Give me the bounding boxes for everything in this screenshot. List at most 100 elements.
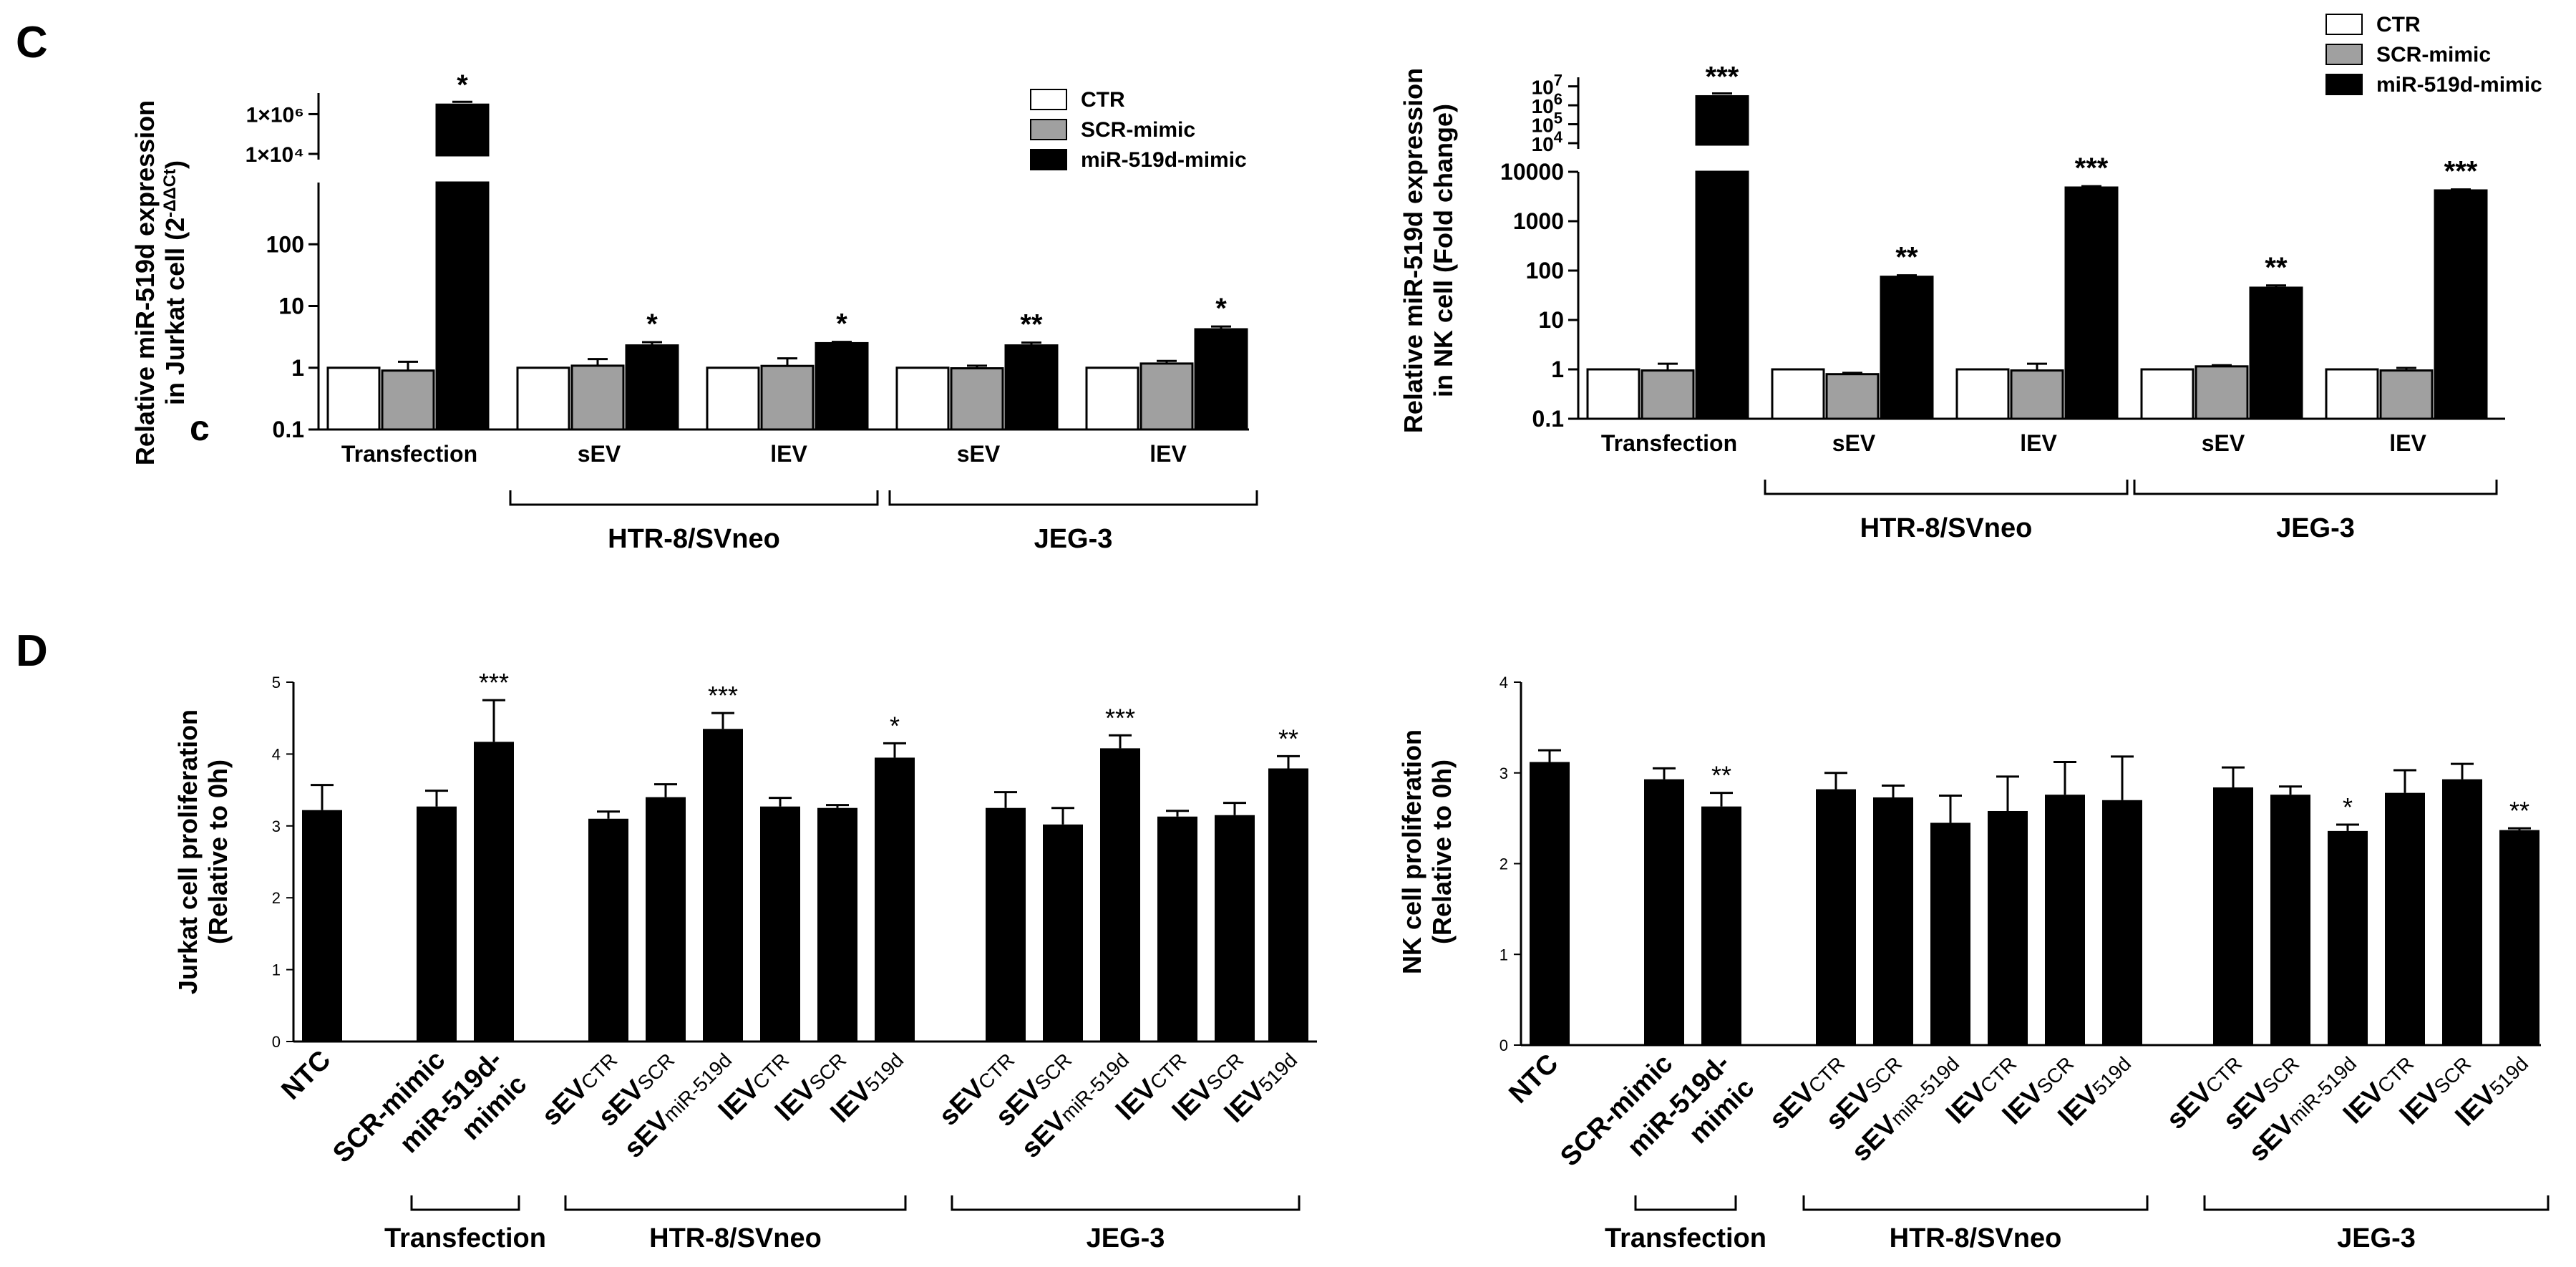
D-right-bar <box>2385 792 2425 1045</box>
D-right-bar <box>2442 779 2482 1045</box>
C-right-xtick-label: lEV <box>2389 430 2426 456</box>
C-right-bar <box>2010 369 2064 420</box>
D-right-bar <box>2213 787 2253 1045</box>
D-right-ytick-label: 2 <box>1500 855 1508 873</box>
C-right-ytick-label: 1 <box>1551 356 1564 382</box>
D-right-group-label: Transfection <box>1605 1223 1766 1253</box>
D-right-xtick-label: NTC <box>1503 1049 1564 1110</box>
D-left-xtick-sub: 519d <box>860 1049 908 1096</box>
D-right-xtick-sub: SCR <box>2033 1052 2079 1098</box>
C-right-bar <box>1695 170 1749 420</box>
C-left-bar <box>1004 344 1059 431</box>
C-left-xtick-label: Transfection <box>341 441 477 467</box>
C-left-sig: * <box>836 309 847 340</box>
D-right-bar <box>1988 810 2028 1045</box>
D-left-ytick-label: 3 <box>272 817 281 835</box>
C-left-bar <box>895 366 950 431</box>
C-left-bar <box>381 369 435 431</box>
D-right-xtick-sub: CTR <box>2202 1052 2247 1097</box>
D-right-bar <box>1644 779 1684 1045</box>
C-right-group-label: JEG-3 <box>2276 513 2355 543</box>
legend-c-right-swatch <box>2325 74 2363 95</box>
D-right-bar <box>1530 762 1570 1045</box>
D-left-group-bracket <box>410 1195 520 1211</box>
C-left-xtick-label: sEV <box>957 441 1001 467</box>
D-left-sig: *** <box>708 681 738 710</box>
D-right-bar <box>2270 795 2310 1045</box>
panel-label-d: D <box>16 626 48 676</box>
D-left-xtick-sub: SCR <box>633 1049 679 1094</box>
C-right-bar <box>2249 286 2303 420</box>
D-right-xtick-sub: 519d <box>2485 1052 2532 1099</box>
D-left-bar <box>703 729 743 1042</box>
C-left-ylabel-2: in Jurkat cell (2-ΔΔCt) <box>160 160 190 405</box>
panel-label-stray-c: c <box>190 408 210 448</box>
C-right-ytick-upper-exp: 5 <box>1554 110 1562 127</box>
C-left-ytick-label: 100 <box>266 231 304 257</box>
D-left-bar <box>1268 768 1308 1042</box>
D-left-sig: *** <box>1105 703 1135 732</box>
C-right-bar <box>2325 368 2379 420</box>
legend-c-left-label: miR-519d-mimic <box>1081 148 1247 172</box>
D-right-group-label: HTR-8/SVneo <box>1890 1223 2062 1253</box>
D-left-bar <box>875 757 915 1042</box>
D-left-sig: *** <box>479 668 509 697</box>
C-left-ytick-upper-label: 1×10⁶ <box>246 103 304 127</box>
C-right-ytick-label: 100 <box>1526 258 1564 283</box>
D-left-ytick-label: 0 <box>272 1033 281 1051</box>
D-right-group-label: JEG-3 <box>2337 1223 2416 1253</box>
D-left-ytick-label: 1 <box>272 961 281 979</box>
D-left-bar <box>588 818 628 1042</box>
D-right-ytick-label: 4 <box>1500 674 1508 691</box>
D-right-bar <box>1930 822 1970 1045</box>
C-right-ytick-upper-exp: 7 <box>1554 72 1562 89</box>
legend-c-right-label: miR-519d-mimic <box>2376 73 2542 97</box>
C-left-bar <box>570 364 625 431</box>
C-right-ytick-upper-exp: 4 <box>1554 128 1563 146</box>
D-right-xtick-sub: CTR <box>2373 1052 2419 1097</box>
C-left-bar <box>516 366 570 431</box>
C-left-bar <box>625 344 679 431</box>
D-left-bar <box>646 797 686 1042</box>
C-right-group-label: HTR-8/SVneo <box>1860 513 2033 543</box>
C-left-bar-upper <box>435 103 490 157</box>
D-left-ylabel-2: (Relative to 0h) <box>203 759 233 944</box>
C-left-ytick-upper-label: 1×10⁴ <box>246 143 304 167</box>
C-right-sig: *** <box>2075 152 2109 184</box>
D-left-xtick-sub: SCR <box>1031 1049 1076 1094</box>
C-right-bar <box>2434 189 2488 420</box>
C-right-group-bracket <box>1764 480 2129 495</box>
D-right-xtick-sub: CTR <box>1976 1052 2021 1097</box>
C-right-xtick-label: lEV <box>2020 430 2057 456</box>
C-left-sig: ** <box>1020 309 1043 341</box>
C-right-ytick-label: 10 <box>1538 307 1564 333</box>
D-left-bar <box>1215 815 1255 1042</box>
D-left-bar <box>1043 824 1083 1042</box>
D-right-bar <box>1701 806 1741 1045</box>
D-right-bar <box>2045 795 2085 1045</box>
D-left-xtick-sub: CTR <box>577 1049 622 1094</box>
C-right-bar <box>2140 368 2195 420</box>
C-left-group-bracket <box>888 490 1258 506</box>
panel-label-c: C <box>16 18 48 67</box>
D-right-sig: * <box>2343 792 2353 822</box>
D-left-xtick-sub: 519d <box>1254 1049 1301 1096</box>
C-left-bar <box>1139 362 1194 431</box>
D-right-ytick-label: 0 <box>1500 1037 1508 1054</box>
legend-c-left-swatch <box>1030 119 1067 140</box>
C-left-ytick-label: 0.1 <box>273 417 304 442</box>
C-right-bar <box>2195 365 2249 420</box>
legend-c-left-label: SCR-mimic <box>1081 118 1195 142</box>
C-left-bar <box>950 367 1004 431</box>
D-left-group-bracket <box>564 1195 907 1211</box>
D-left-bar <box>1100 748 1140 1042</box>
D-left-xtick-sub: CTR <box>974 1049 1019 1094</box>
D-right-xtick-sub: 519d <box>2088 1052 2135 1099</box>
legend-c-left-swatch <box>1030 149 1067 170</box>
D-right-ylabel: NK cell proliferation <box>1397 729 1426 974</box>
legend-c-right-label: CTR <box>2376 13 2421 37</box>
C-right-ylabel: Relative miR-519d expression <box>1399 68 1428 433</box>
C-right-bar <box>1825 373 1880 420</box>
